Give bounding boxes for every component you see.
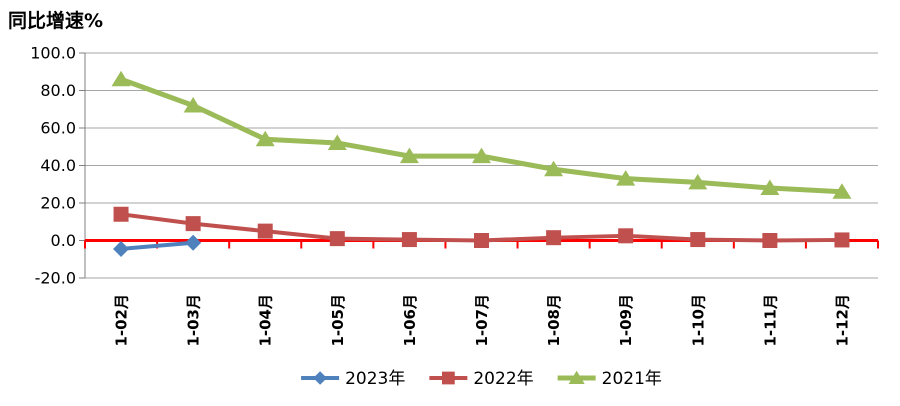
- x-axis-label: 1-06月: [401, 294, 419, 347]
- triangle-marker: [183, 97, 203, 113]
- series-line-2023: [120, 240, 194, 251]
- series-2021: [111, 70, 852, 199]
- x-axis-label: 1-08月: [545, 294, 563, 347]
- y-axis-label: 100.0: [30, 44, 76, 63]
- legend-label-2023: 2023年: [345, 369, 405, 389]
- triangle-marker: [255, 130, 275, 147]
- series-2023: [113, 234, 202, 257]
- x-axis-label: 1-07月: [473, 294, 491, 347]
- triangle-marker: [472, 147, 491, 164]
- x-axis-label: 1-12月: [833, 294, 851, 347]
- chart-title: 同比增速%: [8, 10, 104, 32]
- triangle-marker: [399, 147, 419, 164]
- x-axis-label: 1-03月: [185, 294, 203, 347]
- triangle-marker: [832, 183, 852, 199]
- square-marker: [834, 232, 850, 248]
- x-axis-label: 1-05月: [329, 294, 347, 347]
- square-marker: [401, 232, 417, 248]
- x-axis-label: 1-11月: [761, 294, 779, 347]
- y-axis-label: 40.0: [40, 156, 76, 175]
- x-axis-label: 1-10月: [689, 294, 707, 347]
- y-axis-label: 20.0: [40, 194, 76, 213]
- square-marker: [690, 232, 706, 248]
- legend-item-2023: 2023年: [301, 369, 405, 389]
- diamond-marker: [113, 240, 130, 257]
- square-marker: [113, 206, 129, 222]
- triangle-marker: [568, 370, 585, 384]
- square-marker: [257, 223, 273, 239]
- y-axis-label: 60.0: [40, 119, 76, 138]
- square-marker: [474, 233, 489, 248]
- triangle-marker: [544, 160, 564, 177]
- square-marker: [329, 231, 345, 247]
- triangle-marker: [327, 134, 347, 150]
- square-marker: [441, 371, 455, 385]
- x-axis-label: 1-02月: [113, 294, 131, 347]
- square-marker: [546, 230, 562, 246]
- legend: 2023年 2022年 2021年: [301, 369, 662, 389]
- x-axis-label: 1-04月: [257, 294, 275, 347]
- y-axis-label: 80.0: [40, 81, 76, 100]
- legend-label-2022: 2022年: [473, 369, 533, 389]
- square-marker: [762, 233, 778, 248]
- series-2022: [113, 206, 850, 248]
- y-axis-label: 0.0: [51, 231, 76, 250]
- series-line-2021: [120, 76, 843, 195]
- triangle-marker: [760, 179, 780, 195]
- y-axis-label: -20.0: [35, 269, 76, 288]
- triangle-marker: [616, 170, 636, 186]
- diamond-marker: [313, 371, 327, 385]
- legend-item-2021: 2021年: [557, 369, 662, 389]
- x-axis-label: 1-09月: [617, 294, 635, 347]
- square-marker: [185, 216, 201, 232]
- triangle-marker: [111, 70, 131, 87]
- diamond-marker: [185, 234, 202, 251]
- legend-item-2022: 2022年: [429, 369, 534, 389]
- square-marker: [618, 228, 634, 244]
- triangle-marker: [688, 173, 708, 190]
- legend-label-2021: 2021年: [602, 369, 662, 389]
